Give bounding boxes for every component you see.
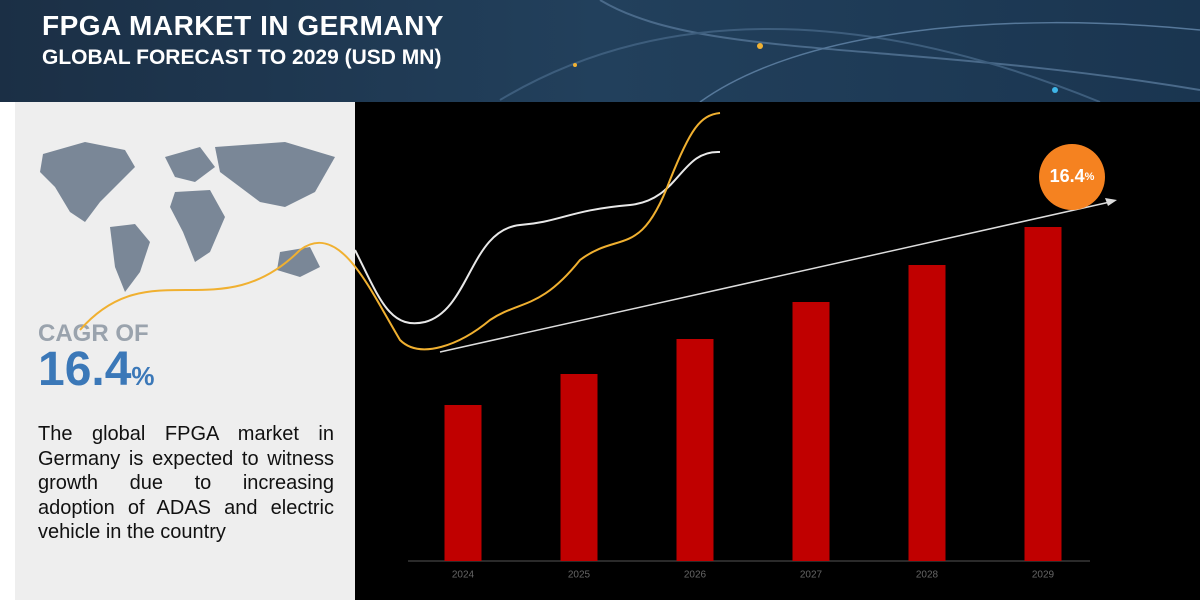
- cagr-bubble-unit: %: [1085, 171, 1095, 183]
- bar: [792, 302, 830, 561]
- cagr-bubble-number: 16.4: [1050, 166, 1085, 186]
- subtitle: GLOBAL FORECAST TO 2029 (USD MN): [42, 46, 442, 69]
- x-tick-label: 2025: [568, 570, 591, 581]
- cagr-unit: %: [131, 361, 155, 391]
- cagr-value: 16.4%: [38, 342, 155, 397]
- x-tick-label: 2029: [1032, 570, 1055, 581]
- bar: [444, 405, 482, 561]
- description: The global FPGA market in Germany is exp…: [38, 423, 334, 543]
- bar: [560, 374, 598, 561]
- x-tick-label: 2026: [684, 570, 707, 581]
- banner: FPGA MARKET IN GERMANY GLOBAL FORECAST T…: [0, 0, 1200, 102]
- bar: [1024, 227, 1062, 561]
- trend-arrowhead: [1105, 198, 1117, 206]
- title: FPGA MARKET IN GERMANY: [42, 10, 444, 41]
- bar: [676, 339, 714, 561]
- cagr-bubble-label: 16.4%: [1050, 166, 1095, 186]
- x-tick-label: 2028: [916, 570, 939, 581]
- trend-line: [439, 201, 1111, 353]
- cagr-bubble: [1039, 144, 1105, 210]
- cagr-number: 16.4: [38, 343, 132, 396]
- chart-background: [355, 102, 1200, 600]
- decor-curve: [354, 150, 721, 325]
- banner-decoration: [499, 0, 1200, 102]
- bar: [908, 265, 946, 561]
- world-map: [40, 142, 335, 292]
- x-tick-label: 2027: [800, 570, 823, 581]
- x-tick-label: 2024: [452, 570, 475, 581]
